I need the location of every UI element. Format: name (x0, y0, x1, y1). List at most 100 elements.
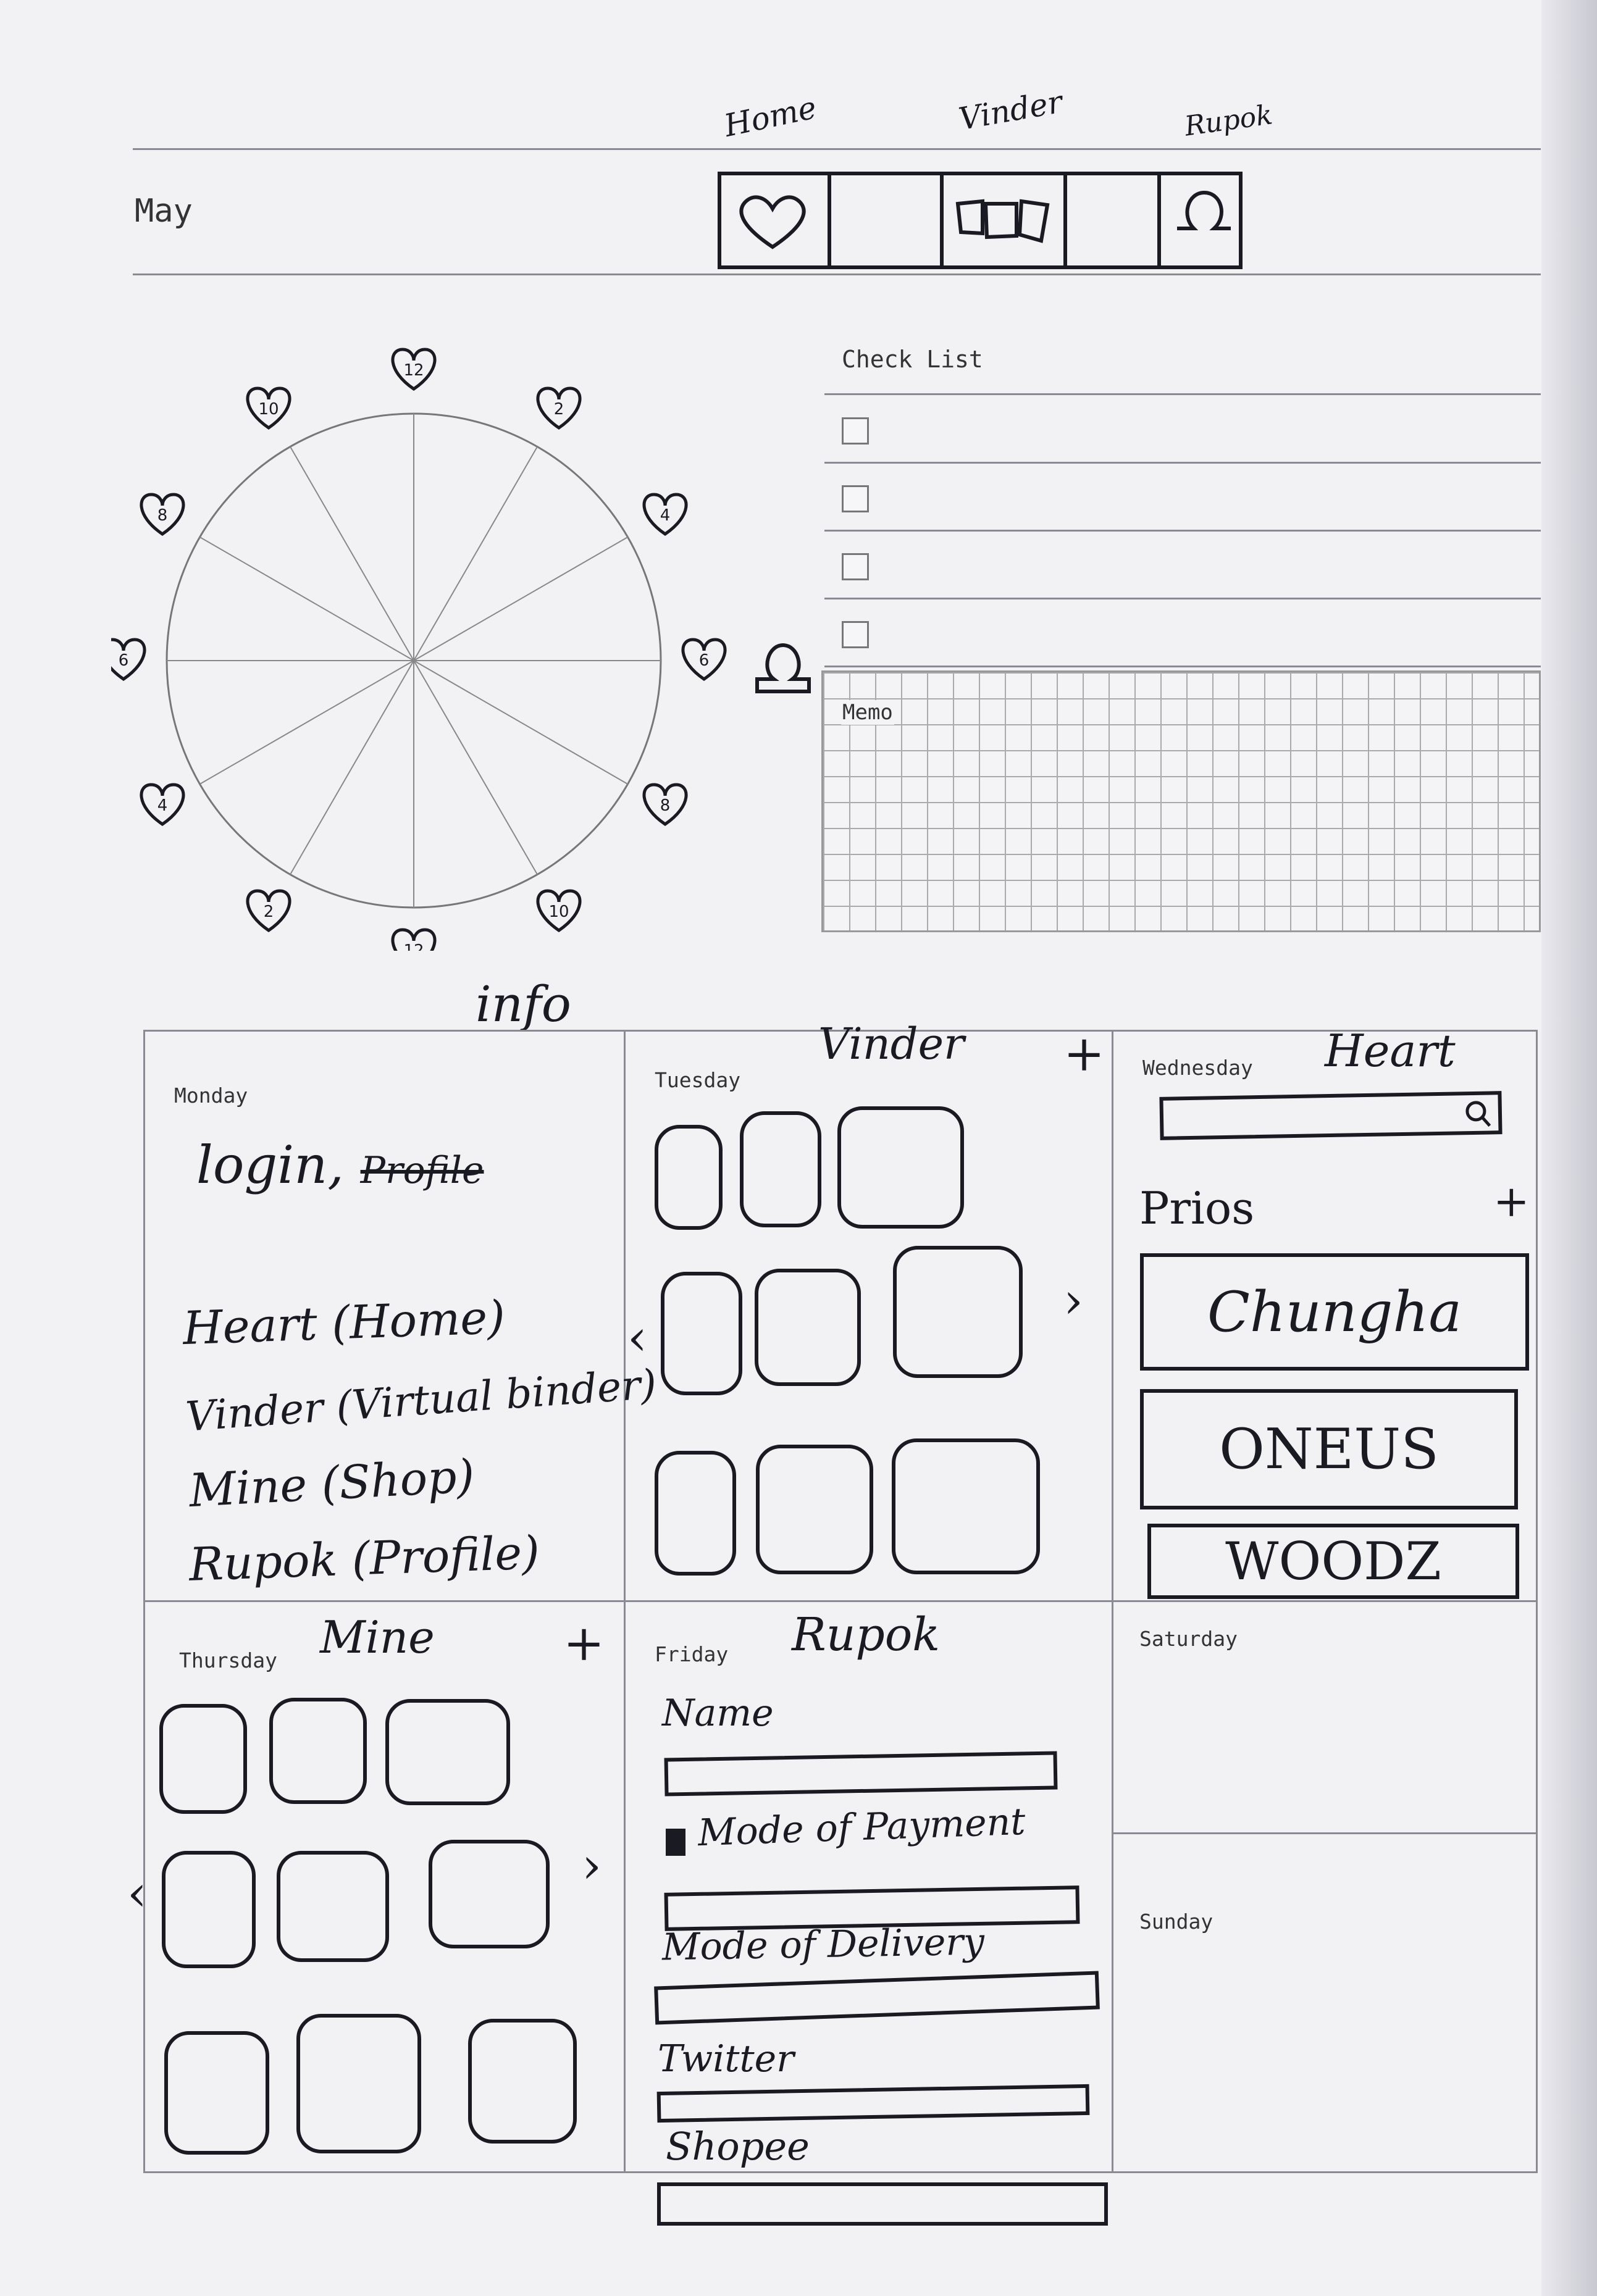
shopee-input[interactable] (657, 2182, 1108, 2226)
binder-card[interactable] (655, 1125, 723, 1230)
clock-hour-label: 4 (157, 796, 168, 815)
clock-spoke (413, 660, 538, 875)
checklist-rule (824, 530, 1541, 532)
day-label-thursday: Thursday (179, 1648, 277, 1672)
day-label-saturday: Saturday (1139, 1627, 1238, 1651)
prios-heading: Prios (1139, 1182, 1255, 1234)
bullet-marker (666, 1829, 685, 1856)
binder-card[interactable] (892, 1438, 1040, 1574)
clock-spoke (199, 660, 414, 785)
page-curl-shadow (1541, 0, 1597, 2296)
clock-hour-label: 6 (119, 651, 129, 670)
heart-icon (642, 493, 688, 536)
nav-home-button[interactable] (726, 179, 819, 259)
heart-icon (246, 386, 291, 430)
shop-item-card[interactable] (429, 1840, 550, 1948)
checklist-title: Check List (842, 346, 983, 373)
field-label-delivery: Mode of Delivery (661, 1920, 985, 1969)
shop-item-card[interactable] (385, 1699, 510, 1805)
prio-tag[interactable]: WOODZ (1147, 1524, 1519, 1599)
add-button[interactable]: + (563, 1614, 605, 1672)
heart-icon (391, 928, 437, 951)
checklist-checkbox[interactable] (842, 417, 869, 445)
prio-tag[interactable]: ONEUS (1140, 1389, 1518, 1509)
next-arrow-button[interactable]: › (1063, 1272, 1083, 1329)
binder-card[interactable] (893, 1246, 1023, 1378)
field-label-name: Name (662, 1692, 774, 1735)
clock-hour-label: 4 (660, 506, 671, 525)
struck-profile-text: Profile (360, 1149, 484, 1192)
binder-card[interactable] (740, 1111, 821, 1227)
prio-tag[interactable]: Chungha (1140, 1253, 1529, 1371)
clock-hour-label: 2 (554, 400, 564, 419)
clock-chart: 12 2 4 6 8 10 12 2 4 6 8 10 (111, 348, 727, 951)
checklist-rule (824, 598, 1541, 599)
name-input[interactable] (664, 1751, 1058, 1797)
memo-grid[interactable] (821, 670, 1541, 932)
search-input[interactable] (1159, 1091, 1503, 1140)
header-top-rule (133, 148, 1541, 150)
week-divider (143, 1600, 1538, 1602)
header-bottom-rule (133, 273, 1541, 275)
prev-arrow-button[interactable]: ‹ (127, 1864, 147, 1922)
binder-card[interactable] (756, 1445, 873, 1574)
shop-item-card[interactable] (269, 1698, 367, 1804)
prio-tag-label: WOODZ (1225, 1531, 1441, 1592)
next-arrow-button[interactable]: › (582, 1837, 601, 1894)
checklist-rule (824, 393, 1541, 395)
add-prio-button[interactable]: + (1493, 1176, 1530, 1227)
search-icon (1465, 1101, 1491, 1127)
monday-item: Heart (Home) (182, 1290, 506, 1356)
binder-card[interactable] (661, 1272, 742, 1395)
field-label-shopee: Shopee (666, 2124, 810, 2169)
clock-hour-label: 6 (699, 651, 710, 670)
nav-vinder-button[interactable] (949, 179, 1057, 259)
nav-label-vinder: Vinder (956, 83, 1065, 138)
heart-icon (111, 638, 146, 682)
add-button[interactable]: + (1063, 1025, 1105, 1082)
shop-item-card[interactable] (162, 1851, 256, 1968)
clock-hour-label: 12 (403, 941, 424, 951)
clock-spoke (413, 446, 538, 661)
shop-item-card[interactable] (164, 2031, 269, 2155)
nav-divider (1157, 172, 1161, 269)
prio-tag-label: ONEUS (1219, 1417, 1439, 1482)
clock-hour-label: 10 (548, 903, 569, 921)
nav-divider (1063, 172, 1067, 269)
nav-divider (828, 172, 831, 269)
shop-item-card[interactable] (468, 2019, 577, 2144)
shop-item-card[interactable] (277, 1851, 389, 1962)
profile-icon (1177, 190, 1231, 230)
friday-note: Rupok (792, 1608, 941, 1661)
checklist-checkbox[interactable] (842, 485, 869, 512)
heart-icon (140, 493, 185, 536)
monday-login-line: login, Profile (196, 1135, 484, 1195)
profile-icon (755, 643, 811, 693)
clock-hour-label: 8 (157, 506, 168, 525)
day-label-sunday: Sunday (1139, 1910, 1213, 1934)
day-label-tuesday: Tuesday (655, 1068, 741, 1092)
login-text: login (196, 1135, 328, 1195)
cards-icon (955, 199, 1050, 243)
tuesday-note: Vinder (818, 1019, 965, 1069)
nav-rupok-button[interactable] (1166, 179, 1240, 259)
checklist-checkbox[interactable] (842, 621, 869, 648)
heart-icon (681, 638, 727, 682)
shop-item-card[interactable] (296, 2014, 421, 2153)
prev-arrow-button[interactable]: ‹ (627, 1309, 647, 1366)
checklist-checkbox[interactable] (842, 553, 869, 580)
clock-spoke (290, 446, 414, 661)
info-note: info (476, 975, 571, 1033)
checklist-rule (824, 462, 1541, 464)
heart-icon (642, 783, 688, 827)
binder-card[interactable] (655, 1451, 736, 1576)
clock-hour-label: 2 (264, 903, 274, 921)
binder-card[interactable] (837, 1106, 964, 1229)
prio-tag-label: Chungha (1207, 1279, 1462, 1345)
heart-icon (391, 348, 437, 391)
binder-card[interactable] (755, 1269, 861, 1386)
clock-spoke (199, 536, 414, 661)
clock-hour-label: 12 (403, 361, 424, 380)
shop-item-card[interactable] (159, 1704, 247, 1814)
